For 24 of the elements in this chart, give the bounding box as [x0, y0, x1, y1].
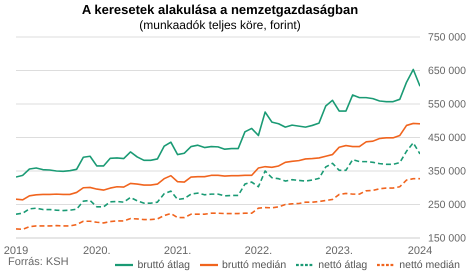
x-tick-label: 2020. — [83, 244, 111, 257]
y-tick-label: 250 000 — [428, 199, 466, 212]
line-series — [16, 68, 420, 178]
x-tick-label: 2019 — [4, 244, 28, 257]
chart-subtitle: (munkaadók teljes köre, forint) — [138, 18, 302, 32]
y-tick-label: 750 000 — [428, 32, 466, 44]
legend-label: bruttó átlag — [137, 258, 190, 271]
legend-label: bruttó medián — [222, 258, 286, 271]
x-tick-label: 2023. — [325, 244, 353, 257]
line-series — [16, 142, 420, 216]
legend-label: nettó átlag — [318, 258, 368, 271]
x-tick-label: 2024 — [408, 244, 432, 257]
text: Forrás: KSH — [8, 256, 69, 268]
y-tick-label: 150 000 — [428, 232, 466, 245]
y-tick-label: 650 000 — [428, 65, 466, 78]
y-tick-label: 550 000 — [428, 98, 466, 111]
line-series — [16, 122, 420, 201]
y-tick-label: 450 000 — [428, 132, 466, 144]
y-tick-label: 350 000 — [428, 166, 466, 178]
chart-title: A keresetek alakulása a nemzetgazdaságban — [80, 2, 360, 17]
line-series — [16, 178, 420, 230]
x-tick-label: 2021. — [164, 244, 192, 257]
legend-label: nettó medián — [399, 258, 460, 271]
x-tick-label: 2022. — [244, 244, 272, 257]
